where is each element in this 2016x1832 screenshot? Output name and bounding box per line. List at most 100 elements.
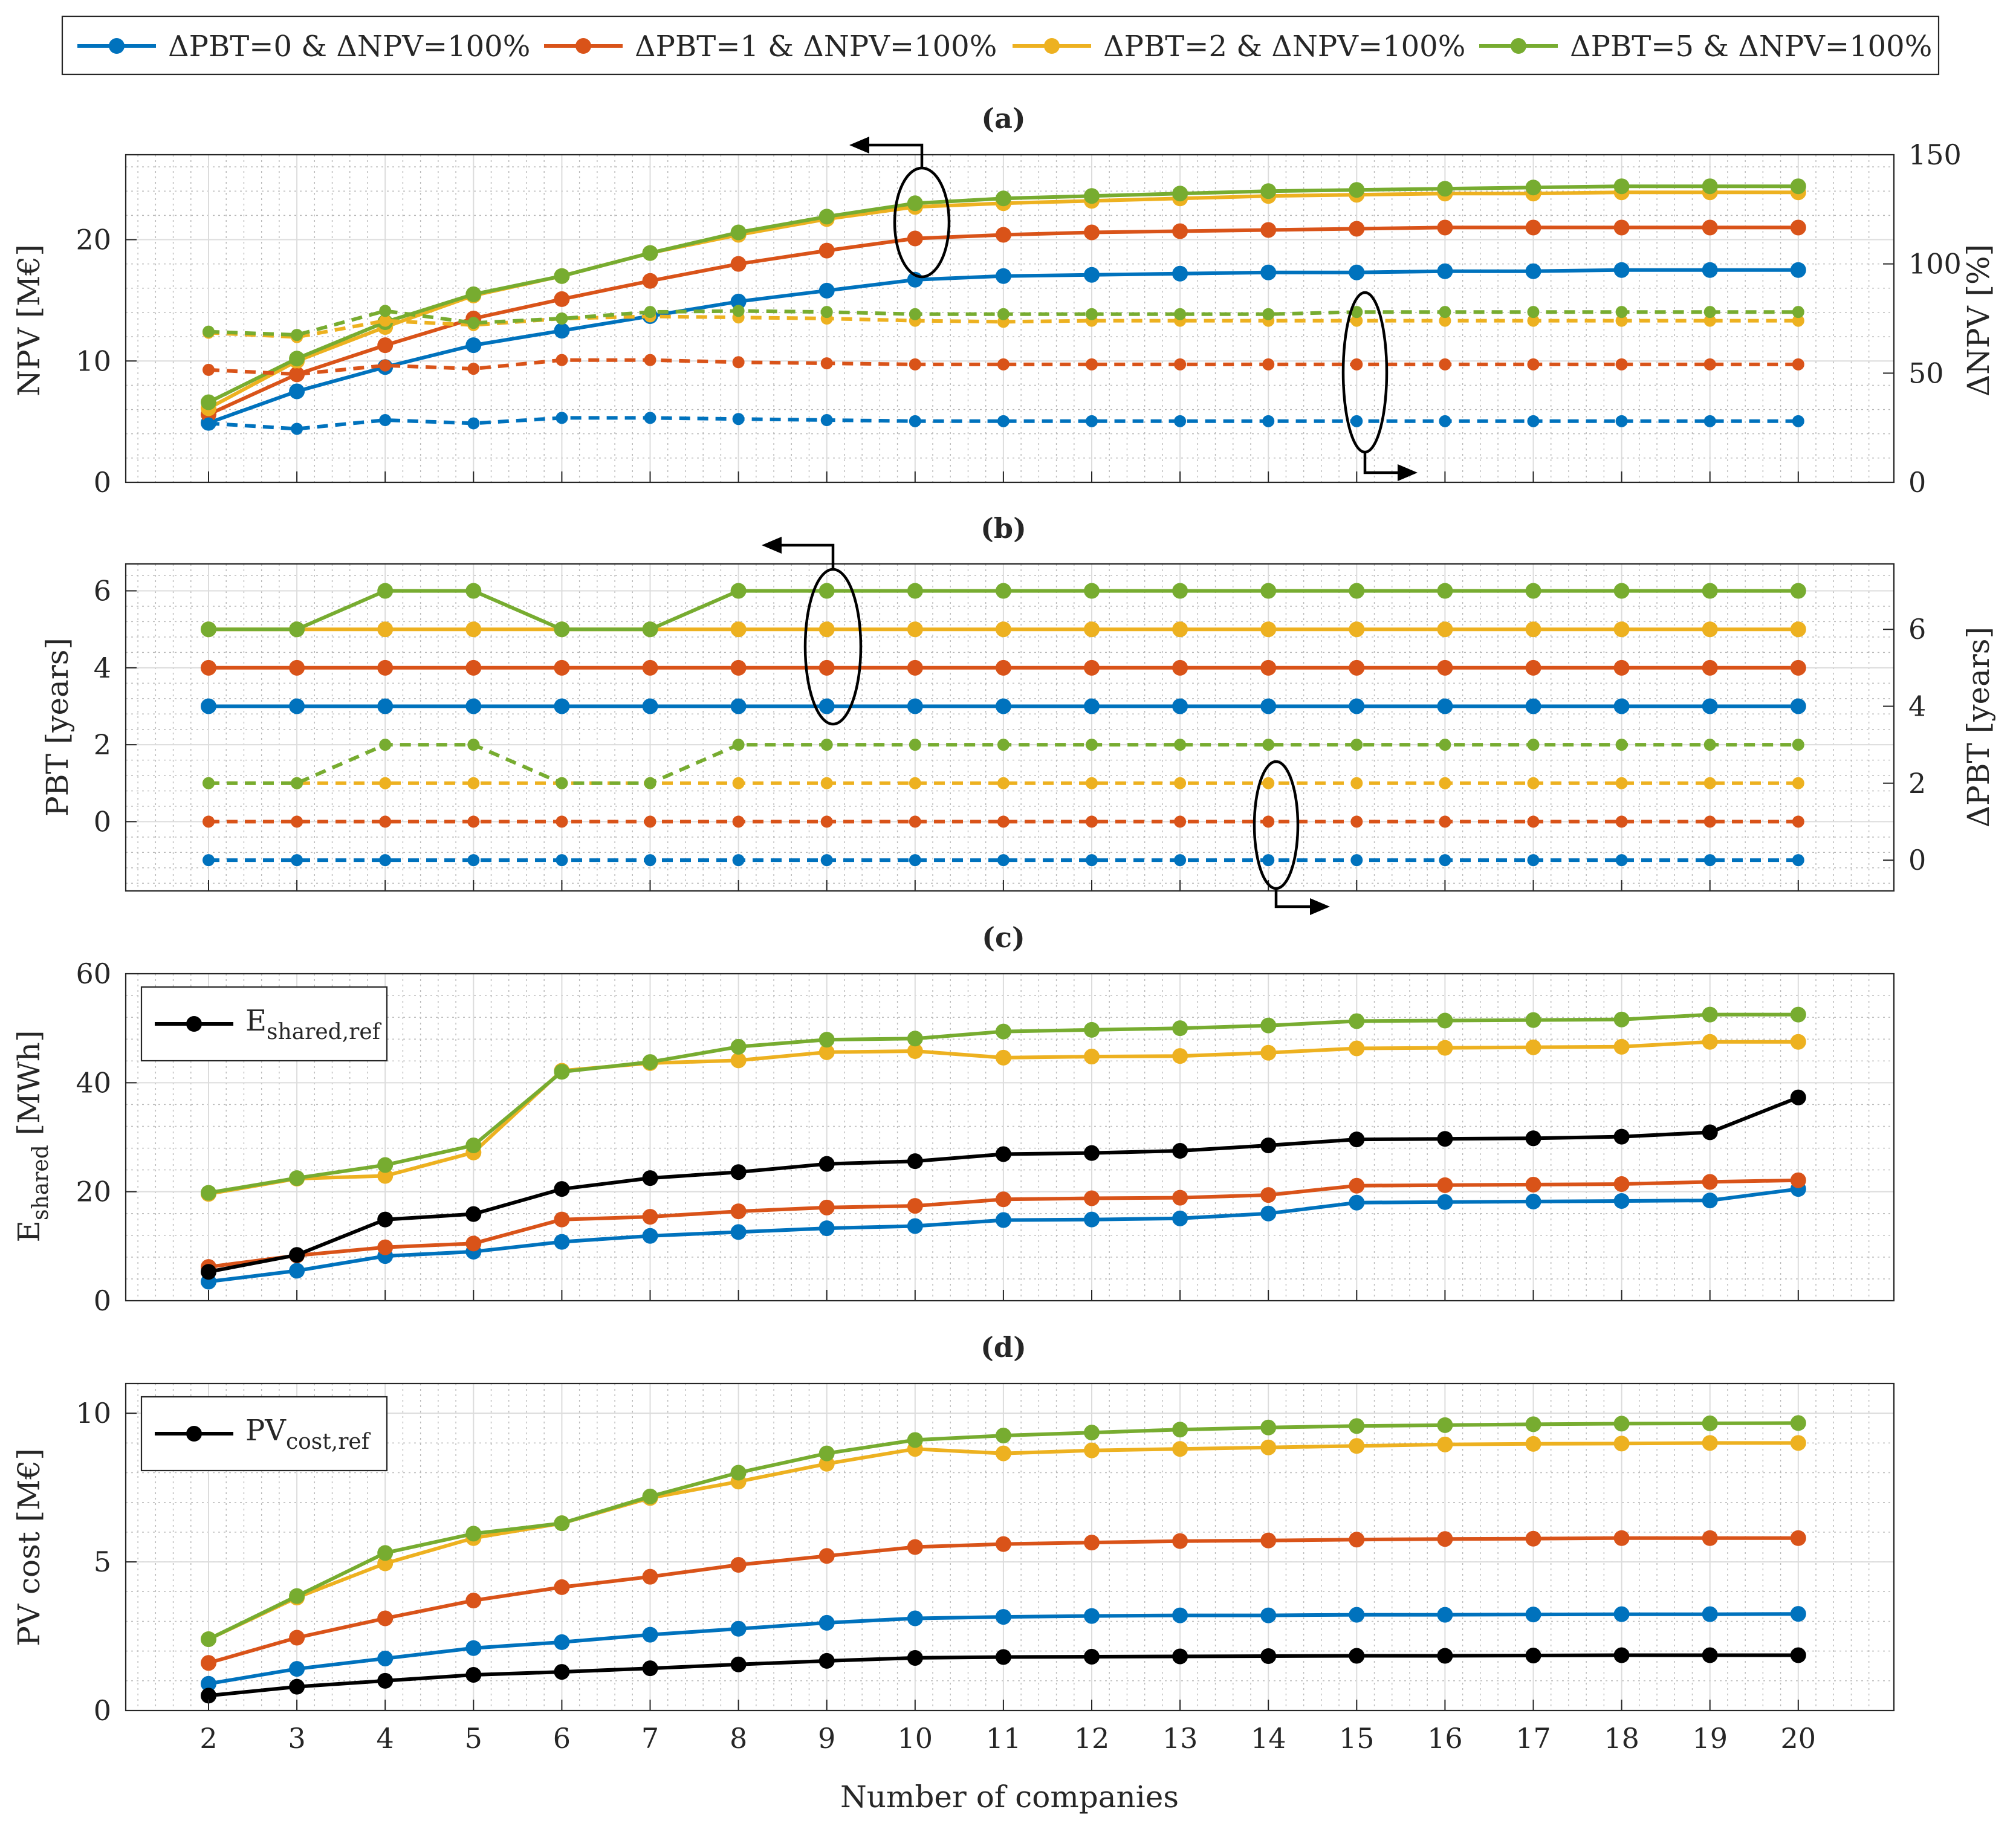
data-point	[377, 1168, 394, 1184]
data-point	[1613, 1038, 1630, 1055]
data-point	[1349, 1040, 1365, 1057]
data-point	[554, 1579, 570, 1595]
data-point	[1174, 854, 1187, 867]
data-point	[820, 815, 833, 828]
legend-frame	[61, 15, 1940, 76]
data-point	[730, 1224, 747, 1240]
data-point	[907, 1031, 923, 1047]
data-point	[1174, 777, 1187, 789]
data-point	[909, 308, 921, 320]
data-point	[1260, 698, 1277, 714]
data-point	[201, 659, 216, 676]
data-point	[818, 209, 835, 225]
x-tick-label: 5	[465, 1722, 482, 1755]
y-tick-label: 0	[94, 1284, 111, 1317]
y2-tick-label: 6	[1908, 613, 1926, 646]
data-point	[997, 358, 1010, 371]
data-point	[556, 854, 568, 867]
data-point	[1260, 1648, 1277, 1664]
data-point	[1792, 306, 1804, 319]
panel-d-ylabel: PV cost [M€]	[11, 1448, 47, 1646]
data-point	[1790, 583, 1806, 599]
data-point	[1613, 621, 1630, 638]
data-point	[1349, 659, 1365, 676]
legend-marker	[1511, 38, 1526, 54]
data-point	[1525, 698, 1541, 714]
data-point	[1084, 1190, 1100, 1206]
data-point	[1084, 1608, 1100, 1624]
data-point	[556, 312, 568, 325]
data-point	[1262, 739, 1275, 751]
data-point	[997, 739, 1010, 751]
series-ΔPBT=0 & ΔNPV=100%	[201, 1181, 1806, 1290]
data-point	[1260, 621, 1277, 638]
data-point	[1613, 698, 1630, 714]
data-point	[1260, 1419, 1277, 1435]
data-point	[291, 777, 303, 789]
data-point	[1437, 1648, 1453, 1664]
data-point	[732, 413, 745, 426]
data-point	[995, 1191, 1011, 1208]
data-point	[554, 268, 570, 284]
data-point	[379, 854, 392, 867]
data-point	[1702, 1174, 1718, 1190]
panel-c-ylabel-unit: [MWh]	[11, 1031, 47, 1145]
data-point	[377, 1239, 394, 1255]
data-point	[1792, 854, 1804, 867]
data-point	[1439, 815, 1451, 828]
data-point	[1174, 308, 1187, 320]
annotation-arrow	[864, 143, 924, 168]
series-ΔPBT=1 & ΔNPV=100%	[201, 1172, 1806, 1275]
data-point	[203, 417, 215, 430]
data-point	[1349, 1418, 1365, 1434]
data-point	[1613, 1011, 1630, 1028]
data-point	[1792, 739, 1804, 751]
data-point	[730, 1052, 747, 1069]
data-point	[1613, 178, 1630, 195]
data-point	[730, 1164, 747, 1180]
data-point	[1790, 1647, 1806, 1663]
data-point	[1527, 358, 1540, 371]
panel-b-y2label: ΔPBT [years]	[1961, 627, 1996, 827]
data-point	[1349, 1013, 1365, 1029]
data-point	[1703, 777, 1716, 789]
data-point	[1260, 1607, 1277, 1623]
data-point	[820, 414, 833, 427]
data-point	[1437, 181, 1453, 197]
data-point	[1525, 1130, 1541, 1147]
data-point	[377, 1157, 394, 1173]
data-point	[1527, 854, 1540, 867]
data-point	[1525, 1648, 1541, 1664]
axes-frame	[125, 1382, 1895, 1712]
data-point	[1260, 183, 1277, 199]
axes-frame	[125, 154, 1895, 484]
data-point	[1702, 262, 1718, 278]
data-point	[818, 1614, 835, 1631]
data-point	[1613, 659, 1630, 676]
data-point	[1172, 1020, 1188, 1037]
data-point	[1613, 1176, 1630, 1193]
inset-legend: Eshared,ref	[140, 986, 388, 1062]
data-point	[1349, 1607, 1365, 1623]
series-ΔPBT ΔPBT=0	[203, 854, 1804, 867]
data-point	[1262, 358, 1275, 371]
data-point	[1525, 219, 1541, 236]
data-point	[1702, 178, 1718, 195]
data-point	[1349, 583, 1365, 599]
data-point	[1525, 263, 1541, 279]
data-point	[201, 621, 216, 638]
y2-tick-label: 2	[1908, 767, 1926, 800]
data-point	[818, 621, 835, 638]
data-point	[1702, 1034, 1718, 1050]
panel-d: 0 5 10 2 3 4 5 6 7 8 9 10 11 12 13 14 15 16 17 18 19 20 PVcost…	[76, 1382, 1895, 1755]
data-point	[465, 583, 482, 599]
data-point	[556, 354, 568, 366]
data-point	[1613, 262, 1630, 278]
data-point	[1260, 264, 1277, 280]
data-point	[995, 1023, 1011, 1040]
data-point	[467, 417, 480, 430]
data-point	[1437, 1436, 1453, 1452]
panel-d-title: (d)	[980, 1331, 1026, 1364]
data-point	[642, 1626, 658, 1643]
data-point	[1172, 223, 1188, 239]
